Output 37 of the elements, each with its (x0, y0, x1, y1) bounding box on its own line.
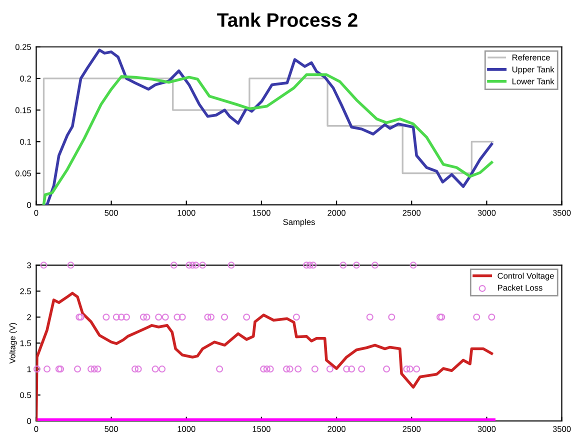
y-tick-label: 0 (27, 418, 32, 424)
legend-label: Upper Tank (512, 66, 554, 74)
y-tick-label: 0.1 (20, 138, 31, 145)
x-tick-label: 1500 (252, 426, 270, 432)
y-axis-title: Voltage (V) (9, 322, 18, 364)
x-tick-label: 3000 (478, 426, 496, 432)
y-tick-label: 0.2 (20, 76, 31, 82)
x-tick-label: 2500 (402, 426, 421, 432)
legend-label: Reference (512, 54, 550, 60)
x-tick-label: 1000 (178, 426, 196, 432)
y-tick-label: 0.15 (15, 107, 32, 114)
legend-label: Lower Tank (512, 78, 554, 84)
y-tick-label: 0 (27, 202, 32, 208)
x-tick-label: 0 (34, 210, 38, 216)
x-tick-label: 3000 (478, 210, 496, 216)
x-axis-title: Samples (283, 218, 315, 227)
y-tick-label: 0.25 (15, 44, 32, 50)
x-tick-label: 2000 (328, 210, 346, 216)
y-tick-label: 3 (27, 262, 31, 268)
y-tick-label: 0.05 (15, 170, 32, 176)
x-tick-label: 1500 (252, 210, 270, 216)
x-tick-label: 3500 (552, 210, 571, 216)
y-tick-label: 2 (27, 314, 31, 320)
y-tick-label: 0.5 (20, 392, 32, 398)
x-tick-label: 2000 (328, 426, 346, 432)
x-tick-label: 500 (104, 426, 118, 432)
x-tick-label: 0 (34, 426, 38, 432)
chart-title: Tank Process 2 (217, 12, 358, 27)
x-tick-label: 3500 (552, 426, 571, 432)
y-tick-label: 1.5 (20, 340, 32, 346)
x-tick-label: 500 (104, 210, 118, 216)
legend-label: Packet Loss (498, 284, 542, 291)
y-tick-label: 2.5 (20, 288, 32, 294)
x-tick-label: 1000 (178, 210, 196, 216)
y-tick-label: 1 (27, 366, 31, 372)
legend-label: Control Voltage (498, 272, 554, 280)
x-tick-label: 2500 (402, 210, 421, 216)
